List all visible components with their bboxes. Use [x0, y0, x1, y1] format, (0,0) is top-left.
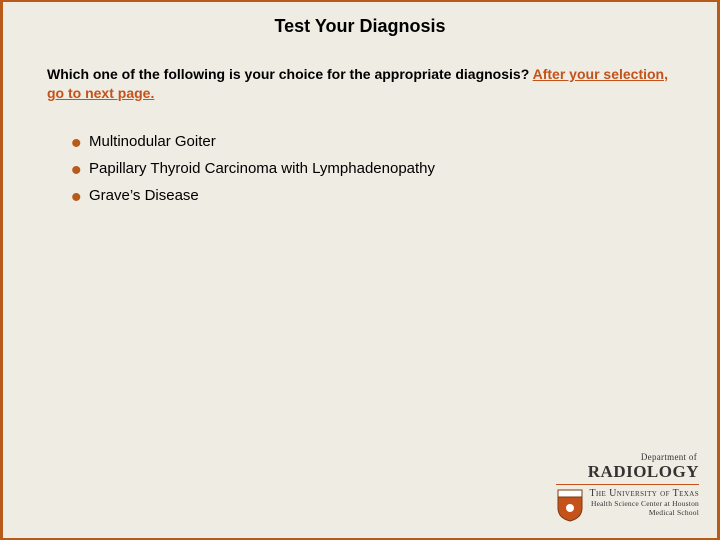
bullet-icon: •: [71, 183, 82, 213]
shield-icon: [556, 488, 584, 522]
footer-line1: Health Science Center at Houston: [590, 499, 699, 508]
slide-title: Test Your Diagnosis: [3, 16, 717, 37]
footer-divider: [556, 484, 699, 485]
option-item[interactable]: • Papillary Thyroid Carcinoma with Lymph…: [71, 160, 717, 177]
slide-frame: Test Your Diagnosis Which one of the fol…: [0, 0, 720, 540]
footer-dept: Department of: [556, 452, 697, 462]
question-text: Which one of the following is your choic…: [47, 65, 673, 103]
question-prompt: Which one of the following is your choic…: [47, 66, 533, 82]
options-list: • Multinodular Goiter • Papillary Thyroi…: [71, 133, 717, 204]
footer-text-upper: Department of RADIOLOGY The University o…: [556, 452, 699, 524]
footer-line2: Medical School: [590, 508, 699, 517]
option-item[interactable]: • Grave’s Disease: [71, 187, 717, 204]
option-label: Multinodular Goiter: [89, 133, 216, 150]
footer-text-lower: The University of Texas Health Science C…: [590, 488, 699, 517]
option-label: Grave’s Disease: [89, 187, 199, 204]
footer-radiology: RADIOLOGY: [556, 462, 699, 482]
footer-university: The University of Texas: [590, 488, 699, 499]
option-item[interactable]: • Multinodular Goiter: [71, 133, 717, 150]
option-label: Papillary Thyroid Carcinoma with Lymphad…: [89, 160, 435, 177]
footer-logo: Department of RADIOLOGY The University o…: [556, 452, 699, 524]
